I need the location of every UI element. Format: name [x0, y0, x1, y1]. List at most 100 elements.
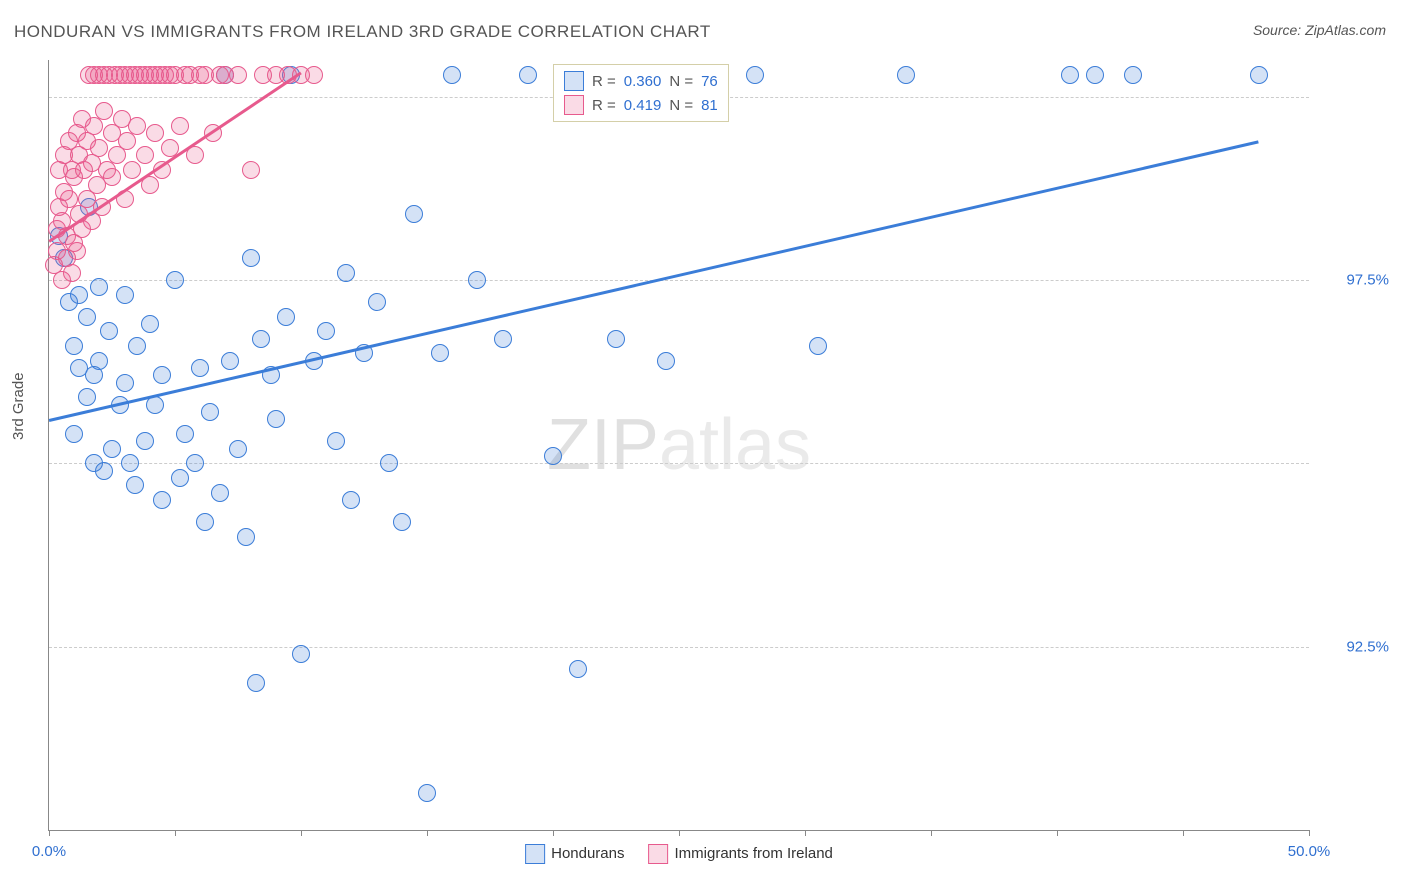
- data-point: [431, 344, 449, 362]
- data-point: [267, 410, 285, 428]
- legend-n-label: N =: [669, 73, 693, 90]
- legend-r-label: R =: [592, 97, 616, 114]
- gridline: [49, 280, 1309, 281]
- gridline: [49, 463, 1309, 464]
- data-point: [90, 139, 108, 157]
- data-point: [305, 66, 323, 84]
- legend-swatch: [649, 844, 669, 864]
- data-point: [292, 645, 310, 663]
- data-point: [327, 432, 345, 450]
- data-point: [90, 278, 108, 296]
- data-point: [176, 425, 194, 443]
- data-point: [1086, 66, 1104, 84]
- data-point: [494, 330, 512, 348]
- data-point: [63, 264, 81, 282]
- correlation-legend: R =0.360 N =76R =0.419 N =81: [553, 64, 729, 122]
- data-point: [809, 337, 827, 355]
- data-point: [252, 330, 270, 348]
- legend-n-label: N =: [669, 97, 693, 114]
- data-point: [468, 271, 486, 289]
- data-point: [201, 403, 219, 421]
- x-tick: [805, 830, 806, 836]
- data-point: [103, 440, 121, 458]
- data-point: [897, 66, 915, 84]
- y-axis-label: 3rd Grade: [10, 372, 27, 440]
- data-point: [342, 491, 360, 509]
- data-point: [95, 102, 113, 120]
- data-point: [229, 66, 247, 84]
- data-point: [196, 513, 214, 531]
- gridline: [49, 647, 1309, 648]
- trend-line: [49, 141, 1259, 422]
- data-point: [519, 66, 537, 84]
- data-point: [126, 476, 144, 494]
- data-point: [418, 784, 436, 802]
- data-point: [191, 359, 209, 377]
- x-tick: [49, 830, 50, 836]
- data-point: [128, 117, 146, 135]
- data-point: [153, 366, 171, 384]
- legend-r-label: R =: [592, 73, 616, 90]
- data-point: [186, 454, 204, 472]
- data-point: [141, 315, 159, 333]
- y-tick-label: 92.5%: [1319, 638, 1389, 655]
- data-point: [569, 660, 587, 678]
- data-point: [100, 322, 118, 340]
- legend-row: R =0.360 N =76: [564, 69, 718, 93]
- data-point: [65, 337, 83, 355]
- data-point: [337, 264, 355, 282]
- data-point: [242, 161, 260, 179]
- chart-title: HONDURAN VS IMMIGRANTS FROM IRELAND 3RD …: [14, 22, 711, 42]
- watermark: ZIPatlas: [547, 404, 811, 486]
- x-tick-label: 50.0%: [1288, 843, 1331, 860]
- x-tick: [679, 830, 680, 836]
- legend-label: Hondurans: [551, 845, 624, 862]
- data-point: [237, 528, 255, 546]
- legend-n-value: 76: [701, 73, 718, 90]
- data-point: [116, 374, 134, 392]
- watermark-zip: ZIP: [547, 405, 659, 485]
- data-point: [136, 432, 154, 450]
- x-tick: [1183, 830, 1184, 836]
- legend-row: R =0.419 N =81: [564, 93, 718, 117]
- x-tick: [1309, 830, 1310, 836]
- data-point: [544, 447, 562, 465]
- data-point: [242, 249, 260, 267]
- data-point: [68, 242, 86, 260]
- data-point: [211, 484, 229, 502]
- data-point: [123, 161, 141, 179]
- data-point: [368, 293, 386, 311]
- data-point: [121, 454, 139, 472]
- data-point: [146, 124, 164, 142]
- data-point: [1250, 66, 1268, 84]
- data-point: [657, 352, 675, 370]
- legend-n-value: 81: [701, 97, 718, 114]
- data-point: [78, 308, 96, 326]
- data-point: [1061, 66, 1079, 84]
- data-point: [128, 337, 146, 355]
- data-point: [229, 440, 247, 458]
- data-point: [380, 454, 398, 472]
- legend-item: Hondurans: [525, 844, 624, 864]
- data-point: [90, 352, 108, 370]
- x-tick: [301, 830, 302, 836]
- legend-swatch: [564, 95, 584, 115]
- data-point: [95, 462, 113, 480]
- x-tick: [1057, 830, 1058, 836]
- data-point: [277, 308, 295, 326]
- data-point: [247, 674, 265, 692]
- data-point: [1124, 66, 1142, 84]
- legend-swatch: [564, 71, 584, 91]
- watermark-atlas: atlas: [659, 405, 811, 485]
- data-point: [171, 117, 189, 135]
- data-point: [607, 330, 625, 348]
- x-tick: [553, 830, 554, 836]
- x-tick-label: 0.0%: [32, 843, 66, 860]
- legend-swatch: [525, 844, 545, 864]
- x-tick: [931, 830, 932, 836]
- data-point: [78, 388, 96, 406]
- data-point: [405, 205, 423, 223]
- plot-area: ZIPatlas 92.5%97.5%0.0%50.0%R =0.360 N =…: [48, 60, 1309, 831]
- data-point: [65, 425, 83, 443]
- data-point: [171, 469, 189, 487]
